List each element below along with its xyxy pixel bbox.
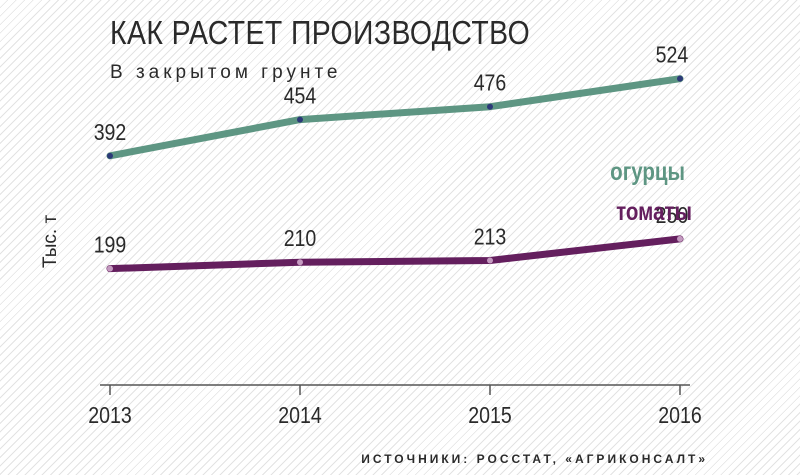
data-label: 454 — [284, 83, 317, 109]
data-point — [297, 116, 303, 123]
data-point — [677, 75, 683, 82]
x-tick-label: 2013 — [88, 403, 131, 429]
x-tick-label: 2015 — [468, 403, 511, 429]
data-label: 199 — [94, 232, 127, 258]
legend-label: томаты — [616, 197, 692, 225]
series-line — [106, 75, 684, 160]
x-tick-label: 2014 — [278, 403, 322, 429]
source-note: ИСТОЧНИКИ: РОССТАТ, «АГРИКОНСАЛТ» — [361, 452, 708, 466]
x-tick-label: 2016 — [658, 403, 701, 429]
data-label: 213 — [474, 224, 507, 250]
series-line — [106, 235, 684, 273]
data-point — [107, 265, 113, 272]
page-title: КАК РАСТЕТ ПРОИЗВОДСТВО — [110, 14, 531, 51]
data-label: 250 — [656, 202, 689, 228]
data-point — [297, 259, 303, 266]
data-label: 392 — [94, 119, 127, 145]
legend-label: огурцы — [610, 157, 685, 185]
data-label: 524 — [656, 42, 689, 68]
data-point — [487, 103, 493, 110]
page-subtitle: В закрытом грунте — [110, 62, 342, 83]
data-label: 210 — [284, 226, 317, 252]
data-point — [677, 235, 683, 242]
data-label: 476 — [474, 70, 507, 96]
data-point — [487, 257, 493, 264]
data-point — [107, 152, 113, 159]
